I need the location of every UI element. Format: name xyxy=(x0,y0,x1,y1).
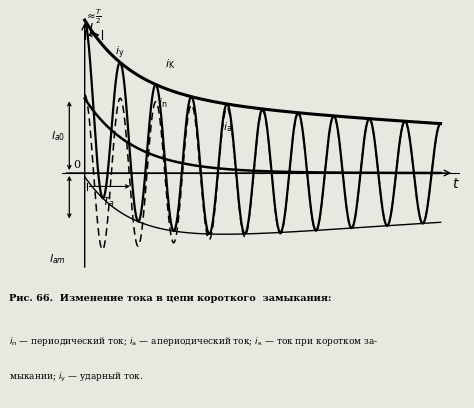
Text: 0: 0 xyxy=(73,160,80,170)
Text: $l_{a0}$: $l_{a0}$ xyxy=(51,129,65,142)
Text: $l$: $l$ xyxy=(88,22,93,37)
Text: $i_{\rm n}$: $i_{\rm n}$ xyxy=(158,96,167,110)
Text: $i_{\rm a}$: $i_{\rm a}$ xyxy=(223,120,232,133)
Text: $i_{\rm K}$: $i_{\rm K}$ xyxy=(165,57,176,71)
Text: мыкании; $i_{\rm y}$ — ударный ток.: мыкании; $i_{\rm y}$ — ударный ток. xyxy=(9,371,144,384)
Text: $l_{am}$: $l_{am}$ xyxy=(49,252,65,266)
Text: $i_{\rm y}$: $i_{\rm y}$ xyxy=(116,44,125,61)
Text: $T_a$: $T_a$ xyxy=(102,195,115,209)
Text: $i_{\rm п}$ — периодический ток; $i_{\rm a}$ — апериодический ток; $i_{\rm к}$ —: $i_{\rm п}$ — периодический ток; $i_{\rm… xyxy=(9,335,379,348)
Text: $\approx\!\frac{T}{2}$: $\approx\!\frac{T}{2}$ xyxy=(84,8,102,26)
Text: $t$: $t$ xyxy=(452,177,460,191)
Text: Рис. 66.  Изменение тока в цепи короткого  замыкания:: Рис. 66. Изменение тока в цепи короткого… xyxy=(9,294,332,303)
